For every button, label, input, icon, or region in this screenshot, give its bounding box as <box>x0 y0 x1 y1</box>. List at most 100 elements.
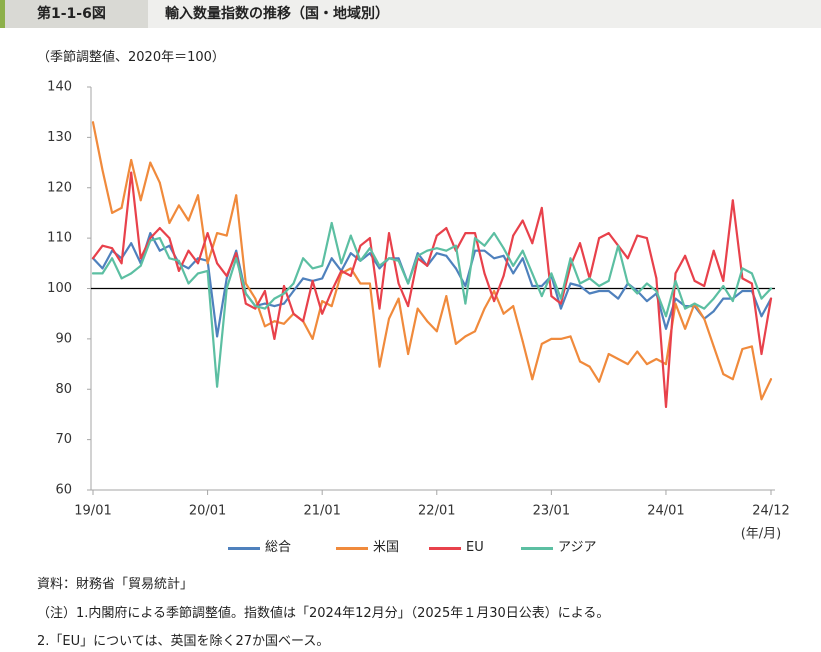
data-point-asia <box>206 269 209 272</box>
data-point-us <box>607 353 610 355</box>
data-point-asia <box>92 272 94 275</box>
data-point-eu <box>636 234 639 237</box>
data-point-asia <box>244 292 247 295</box>
x-tick-label: 24/12 <box>752 504 789 519</box>
data-point-us <box>111 211 114 214</box>
data-point-total <box>454 267 457 270</box>
data-point-eu <box>216 262 219 265</box>
data-point-us <box>368 282 371 285</box>
data-point-eu <box>206 232 209 235</box>
data-point-us <box>464 335 467 338</box>
footnote-2: 2.「EU」については、英国を除く27か国ベース。 <box>37 634 330 649</box>
data-point-asia <box>493 232 496 235</box>
data-point-total <box>521 257 524 260</box>
data-point-asia <box>187 282 190 285</box>
data-point-total <box>368 252 371 255</box>
data-point-us <box>712 345 715 348</box>
data-point-eu <box>626 257 629 260</box>
data-point-us <box>311 337 314 340</box>
data-point-asia <box>770 287 772 290</box>
data-point-asia <box>531 272 534 275</box>
data-point-total <box>760 315 763 318</box>
data-point-us <box>216 232 219 235</box>
data-point-total <box>502 254 505 257</box>
data-point-us <box>139 199 142 202</box>
data-point-eu <box>407 305 410 308</box>
data-point-total <box>645 300 648 303</box>
data-point-eu <box>741 277 744 280</box>
y-tick-label: 70 <box>55 432 72 447</box>
data-point-eu <box>665 405 667 408</box>
data-point-asia <box>321 264 324 267</box>
data-point-asia <box>655 290 658 292</box>
data-point-asia <box>149 239 152 242</box>
data-point-total <box>712 310 715 313</box>
data-point-us <box>531 378 534 381</box>
data-point-us <box>283 322 285 325</box>
data-point-eu <box>92 257 94 260</box>
data-point-asia <box>474 237 476 240</box>
data-point-asia <box>216 385 219 388</box>
data-point-eu <box>722 279 725 282</box>
data-point-asia <box>311 267 314 270</box>
data-point-total <box>216 335 219 338</box>
data-point-us <box>330 305 333 308</box>
data-point-us <box>493 290 496 292</box>
data-point-total <box>559 307 562 310</box>
data-point-asia <box>502 247 505 250</box>
data-point-total <box>474 249 476 252</box>
data-point-asia <box>540 295 543 298</box>
data-point-us <box>569 335 572 338</box>
data-point-asia <box>235 257 238 260</box>
y-tick-label: 80 <box>55 382 72 397</box>
data-point-asia <box>454 244 457 247</box>
y-tick-label: 120 <box>47 180 72 195</box>
y-tick-label: 110 <box>47 231 72 246</box>
data-point-total <box>321 277 324 280</box>
data-point-asia <box>741 267 744 270</box>
data-point-total <box>435 252 438 255</box>
data-point-asia <box>359 259 362 262</box>
data-point-us <box>225 234 228 237</box>
x-tick-label: 23/01 <box>533 504 570 519</box>
data-point-us <box>502 312 505 315</box>
data-point-eu <box>302 320 305 323</box>
data-point-eu <box>311 279 314 282</box>
data-point-asia <box>416 254 419 257</box>
data-point-us <box>722 373 725 376</box>
data-point-eu <box>168 237 171 240</box>
data-point-asia <box>445 249 448 252</box>
data-point-asia <box>388 257 390 260</box>
data-point-total <box>512 272 515 275</box>
data-point-total <box>283 302 285 305</box>
data-point-total <box>235 249 238 252</box>
data-point-eu <box>330 290 333 292</box>
data-point-us <box>378 365 381 368</box>
data-point-us <box>665 363 667 366</box>
data-point-total <box>617 297 620 300</box>
data-point-asia <box>722 285 725 287</box>
data-point-total <box>483 249 486 252</box>
data-point-us <box>359 282 362 285</box>
x-tick-label: 22/01 <box>418 504 455 519</box>
data-point-asia <box>483 244 486 247</box>
data-point-us <box>540 342 543 345</box>
data-point-us <box>273 320 276 323</box>
data-point-us <box>130 159 133 161</box>
data-point-us <box>445 295 448 298</box>
y-tick-label: 130 <box>47 130 72 145</box>
data-point-us <box>254 297 257 300</box>
data-point-us <box>321 300 324 303</box>
y-tick-label: 140 <box>47 80 72 95</box>
data-point-us <box>349 267 352 270</box>
legend-label-asia: アジア <box>558 540 597 555</box>
data-point-eu <box>187 249 190 252</box>
data-point-total <box>674 297 677 300</box>
data-point-us <box>684 327 687 330</box>
data-point-eu <box>598 237 601 240</box>
data-point-asia <box>168 257 171 260</box>
data-point-us <box>760 398 763 401</box>
data-point-asia <box>665 315 667 318</box>
data-point-us <box>158 181 161 184</box>
data-point-eu <box>464 232 467 235</box>
